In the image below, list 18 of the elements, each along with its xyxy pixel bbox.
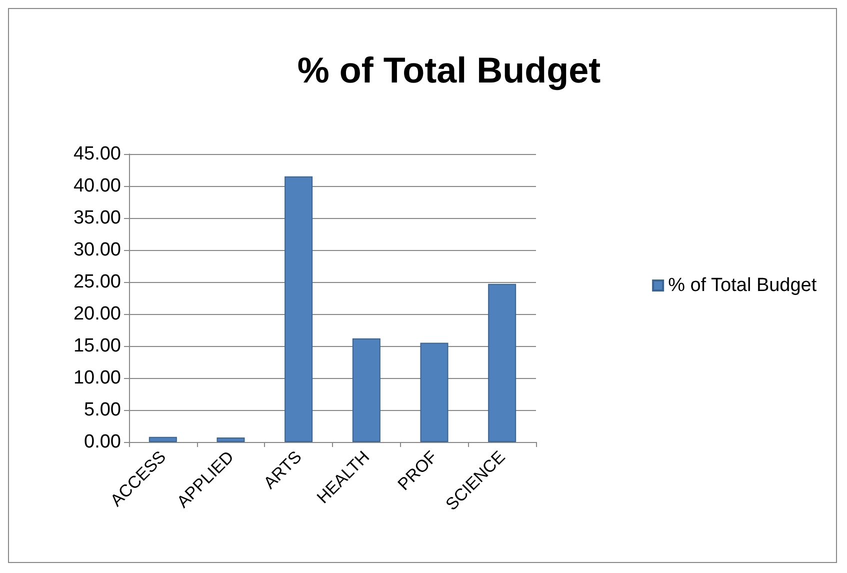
y-tick-label: 30.00 — [73, 240, 121, 260]
bar — [216, 438, 245, 442]
legend-label: % of Total Budget — [668, 275, 818, 296]
chart-title: % of Total Budget — [297, 50, 601, 90]
bar — [284, 176, 313, 442]
bar — [352, 338, 380, 442]
bar — [488, 284, 516, 442]
bar — [420, 342, 448, 442]
y-tick-label: 15.00 — [73, 336, 121, 356]
y-tick-label: 35.00 — [73, 208, 121, 228]
y-tick-label: 5.00 — [84, 400, 121, 420]
y-tick-label: 45.00 — [73, 144, 121, 164]
y-tick-label: 25.00 — [73, 272, 121, 292]
y-tick-label: 10.00 — [73, 368, 121, 388]
y-tick-label: 40.00 — [73, 176, 121, 196]
y-tick-label: 20.00 — [73, 304, 121, 324]
y-tick-label: 0.00 — [84, 432, 121, 452]
bar — [148, 436, 177, 442]
